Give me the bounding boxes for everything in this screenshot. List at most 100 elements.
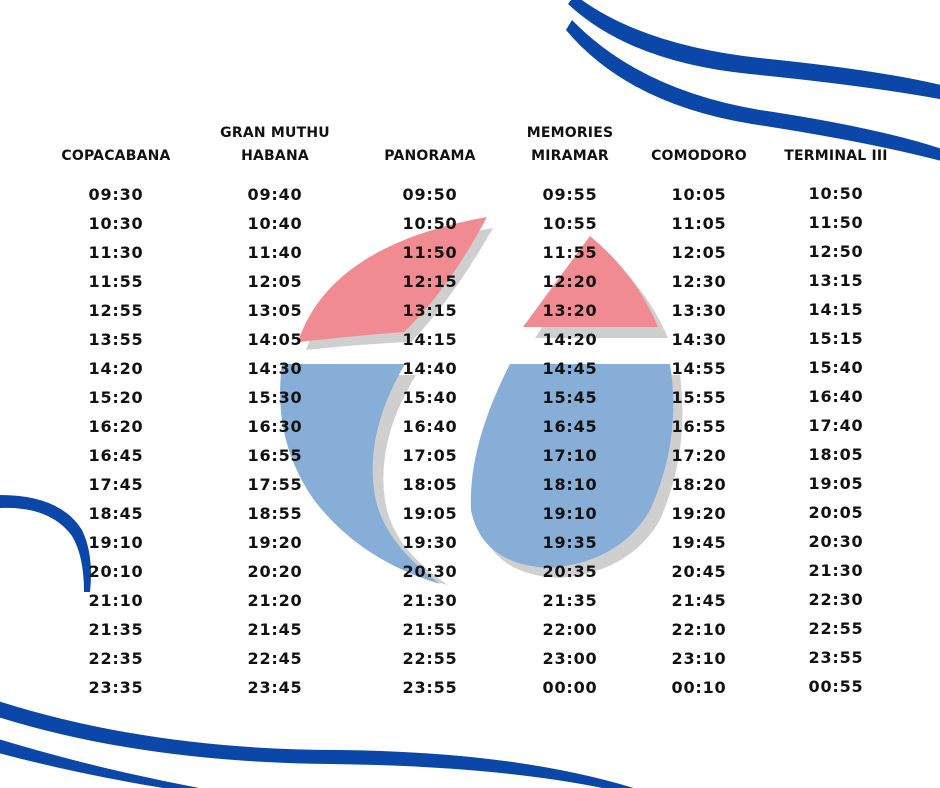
time-cell: 23:55 <box>808 648 864 667</box>
header-line: HABANA <box>241 148 309 164</box>
time-cell: 16:55 <box>671 417 727 436</box>
header-line: MIRAMAR <box>531 148 609 164</box>
time-cell: 15:40 <box>402 388 458 407</box>
time-list: 09:30 10:30 11:30 11:55 12:55 13:55 14:2… <box>41 180 191 702</box>
time-list: 09:40 10:40 11:40 12:05 13:05 14:05 14:3… <box>200 180 350 702</box>
column-copacabana: COPACABANA 09:30 10:30 11:30 11:55 12:55… <box>41 122 191 697</box>
column-comodoro: COMODORO 10:05 11:05 12:05 12:30 13:30 1… <box>624 122 774 697</box>
header-line: MEMORIES <box>526 125 614 141</box>
time-cell: 13:15 <box>402 301 458 320</box>
time-cell: 20:10 <box>88 562 144 581</box>
time-cell: 16:40 <box>808 387 864 406</box>
time-cell: 14:30 <box>671 330 727 349</box>
time-cell: 13:20 <box>542 301 598 320</box>
time-cell: 14:15 <box>808 300 864 319</box>
time-cell: 15:30 <box>247 388 303 407</box>
time-cell: 11:55 <box>542 243 598 262</box>
time-cell: 22:55 <box>402 649 458 668</box>
time-cell: 00:00 <box>542 678 598 697</box>
time-cell: 21:45 <box>671 591 727 610</box>
time-cell: 17:55 <box>247 475 303 494</box>
time-list: 10:05 11:05 12:05 12:30 13:30 14:30 14:5… <box>624 180 774 702</box>
column-header: TERMINAL III <box>761 122 911 168</box>
time-cell: 20:20 <box>247 562 303 581</box>
time-cell: 14:15 <box>402 330 458 349</box>
time-cell: 14:30 <box>247 359 303 378</box>
time-cell: 16:55 <box>247 446 303 465</box>
column-gran-muthu-habana: GRAN MUTHU HABANA 09:40 10:40 11:40 12:0… <box>200 122 350 697</box>
time-cell: 22:35 <box>88 649 144 668</box>
time-cell: 14:55 <box>671 359 727 378</box>
time-cell: 20:30 <box>808 532 864 551</box>
header-line: PANORAMA <box>384 148 476 164</box>
time-cell: 21:35 <box>88 620 144 639</box>
time-cell: 11:05 <box>671 214 727 233</box>
time-cell: 22:55 <box>808 619 864 638</box>
time-cell: 10:50 <box>402 214 458 233</box>
time-cell: 21:10 <box>88 591 144 610</box>
time-cell: 20:05 <box>808 503 864 522</box>
time-cell: 19:20 <box>247 533 303 552</box>
time-cell: 12:30 <box>671 272 727 291</box>
time-cell: 17:20 <box>671 446 727 465</box>
header-line: TERMINAL III <box>784 148 888 164</box>
time-cell: 18:20 <box>671 475 727 494</box>
time-cell: 10:30 <box>88 214 144 233</box>
time-cell: 19:45 <box>671 533 727 552</box>
time-cell: 21:35 <box>542 591 598 610</box>
time-cell: 20:45 <box>671 562 727 581</box>
time-cell: 11:55 <box>88 272 144 291</box>
time-cell: 12:55 <box>88 301 144 320</box>
column-header: PANORAMA <box>355 122 505 168</box>
time-cell: 19:05 <box>808 474 864 493</box>
time-cell: 15:20 <box>88 388 144 407</box>
time-cell: 12:05 <box>247 272 303 291</box>
time-cell: 11:50 <box>402 243 458 262</box>
time-cell: 09:40 <box>247 185 303 204</box>
time-cell: 18:05 <box>808 445 864 464</box>
time-cell: 13:30 <box>671 301 727 320</box>
time-list: 09:50 10:50 11:50 12:15 13:15 14:15 14:4… <box>355 180 505 702</box>
time-list: 10:50 11:50 12:50 13:15 14:15 15:15 15:4… <box>761 179 911 701</box>
time-cell: 22:30 <box>808 590 864 609</box>
time-cell: 15:15 <box>808 329 864 348</box>
time-list: 09:55 10:55 11:55 12:20 13:20 14:20 14:4… <box>495 180 645 702</box>
column-terminal-iii: TERMINAL III 10:50 11:50 12:50 13:15 14:… <box>761 122 911 696</box>
column-header: COMODORO <box>624 122 774 168</box>
logo-blue-right <box>470 364 674 568</box>
time-cell: 21:30 <box>402 591 458 610</box>
time-cell: 14:40 <box>402 359 458 378</box>
header-line: COPACABANA <box>61 148 171 164</box>
time-cell: 14:20 <box>542 330 598 349</box>
time-cell: 18:45 <box>88 504 144 523</box>
logo-red-left <box>298 217 487 342</box>
time-cell: 11:50 <box>808 213 864 232</box>
time-cell: 17:40 <box>808 416 864 435</box>
time-cell: 21:30 <box>808 561 864 580</box>
brush-stroke-left <box>0 495 91 592</box>
time-cell: 18:05 <box>402 475 458 494</box>
time-cell: 19:35 <box>542 533 598 552</box>
time-cell: 19:05 <box>402 504 458 523</box>
time-cell: 13:05 <box>247 301 303 320</box>
time-cell: 10:55 <box>542 214 598 233</box>
brush-stroke-top-1 <box>568 0 940 100</box>
column-memories-miramar: MEMORIES MIRAMAR 09:55 10:55 11:55 12:20… <box>495 122 645 697</box>
time-cell: 23:45 <box>247 678 303 697</box>
time-cell: 17:05 <box>402 446 458 465</box>
time-cell: 13:15 <box>808 271 864 290</box>
time-cell: 19:30 <box>402 533 458 552</box>
time-cell: 23:00 <box>542 649 598 668</box>
time-cell: 00:10 <box>671 678 727 697</box>
time-cell: 10:05 <box>671 185 727 204</box>
column-header: GRAN MUTHU HABANA <box>200 122 350 168</box>
time-cell: 16:20 <box>88 417 144 436</box>
time-cell: 16:45 <box>88 446 144 465</box>
header-line: COMODORO <box>651 148 747 164</box>
time-cell: 13:55 <box>88 330 144 349</box>
time-cell: 19:10 <box>542 504 598 523</box>
column-header: MEMORIES MIRAMAR <box>495 122 645 168</box>
time-cell: 22:00 <box>542 620 598 639</box>
time-cell: 14:45 <box>542 359 598 378</box>
